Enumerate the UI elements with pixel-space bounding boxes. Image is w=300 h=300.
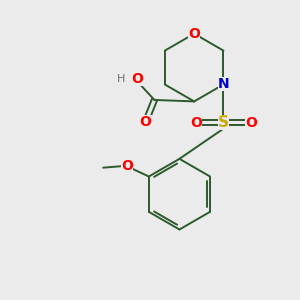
- Text: O: O: [190, 116, 202, 130]
- Text: O: O: [131, 72, 143, 86]
- Text: O: O: [121, 159, 133, 173]
- Text: N: N: [218, 77, 229, 92]
- Text: H: H: [117, 74, 126, 84]
- Text: O: O: [245, 116, 257, 130]
- Text: S: S: [218, 115, 229, 130]
- Text: O: O: [188, 27, 200, 41]
- Text: O: O: [140, 115, 152, 129]
